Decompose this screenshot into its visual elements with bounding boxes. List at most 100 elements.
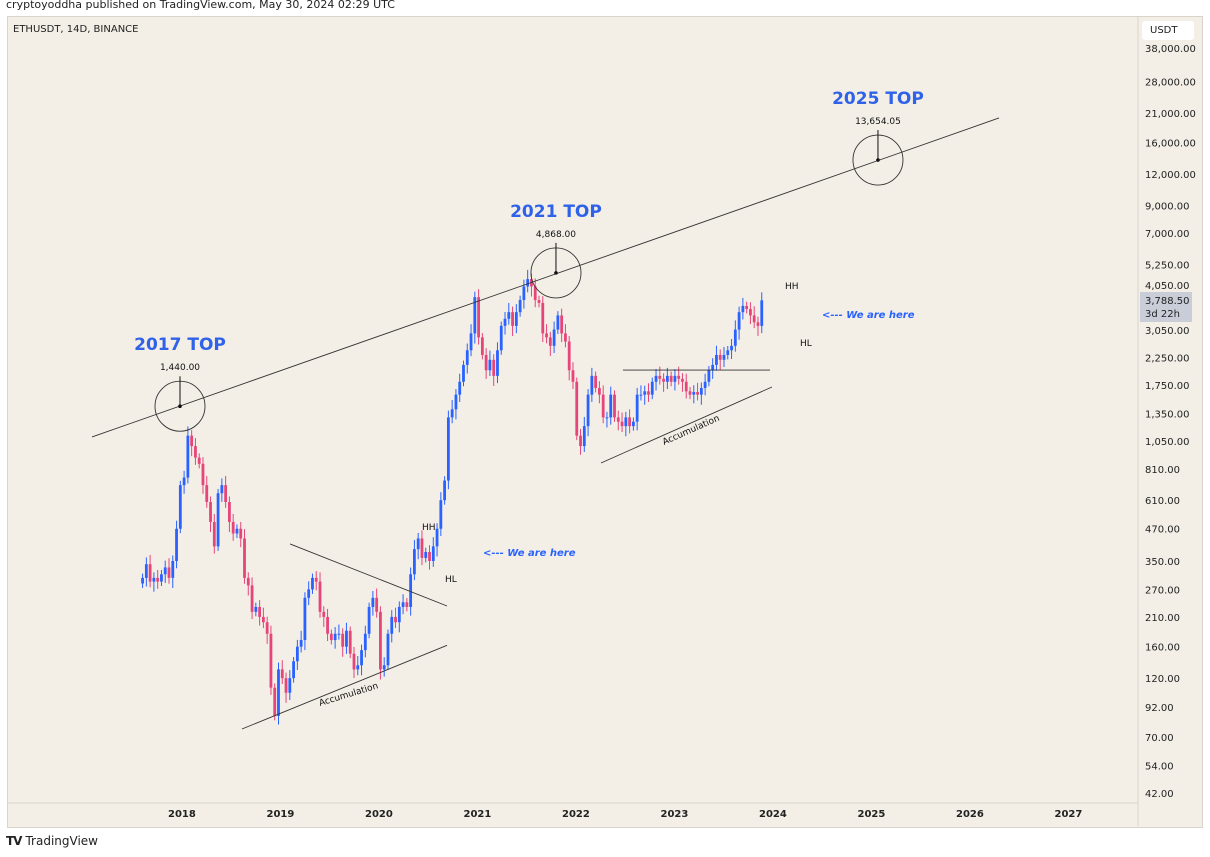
x-tick-label: 2026 <box>956 809 984 820</box>
candle-body <box>711 364 715 371</box>
symbol-info: ETHUSDT, 14D, BINANCE <box>13 24 139 35</box>
candle-body <box>284 678 288 693</box>
top-title-label: 2025 TOP <box>832 89 924 109</box>
candle-body <box>469 333 473 351</box>
candle-body <box>745 305 749 310</box>
candle-body <box>311 577 314 590</box>
currency-button[interactable]: USDT <box>1142 21 1194 40</box>
candle-body <box>258 606 262 617</box>
candle-body <box>314 577 318 582</box>
candle-body <box>647 391 650 395</box>
accumulation-2022-trendline[interactable] <box>600 386 773 464</box>
footer-brand-text: TradingView <box>25 834 98 848</box>
candle-body <box>662 378 665 382</box>
candle-body <box>477 297 480 338</box>
candle-body <box>575 381 579 436</box>
candle-body <box>375 597 379 612</box>
candle-body <box>703 381 707 389</box>
tops-line-trendline[interactable] <box>91 117 1000 438</box>
candle-body <box>616 417 620 422</box>
candle-body <box>579 435 582 447</box>
hl-label-2024: HL <box>800 339 812 349</box>
y-tick-label: 4,050.00 <box>1145 281 1190 292</box>
hl-label-2020: HL <box>445 575 457 585</box>
candle-body <box>594 375 598 389</box>
candle-body <box>564 333 567 342</box>
candle-body <box>499 325 503 351</box>
candle-body <box>363 633 367 651</box>
y-tick-label: 270.00 <box>1145 585 1180 596</box>
candle-body <box>628 417 632 427</box>
candle-body <box>548 337 552 346</box>
candle-body <box>696 391 699 395</box>
y-tick-label: 5,250.00 <box>1145 261 1190 272</box>
top-title-label: 2017 TOP <box>134 335 226 355</box>
candle-body <box>420 538 424 558</box>
candle-body <box>518 300 522 313</box>
candle-body <box>552 329 556 346</box>
candle-body <box>212 521 216 547</box>
candle-body <box>639 394 643 396</box>
candle-body <box>492 359 496 376</box>
candle-body <box>292 661 295 679</box>
candle-body <box>730 345 733 351</box>
candle-body <box>673 375 677 382</box>
candle-body <box>560 315 564 334</box>
candle-body <box>488 359 492 371</box>
we-are-here-2020: <--- We are here <box>483 548 576 559</box>
bar-countdown: 3d 22h <box>1145 309 1180 320</box>
candle-body <box>465 350 469 365</box>
candle-body <box>609 394 613 418</box>
candle-body <box>480 337 484 355</box>
top-value-label: 1,440.00 <box>160 363 200 373</box>
candle-body <box>243 538 246 578</box>
candle-body <box>326 616 329 634</box>
candle-body <box>507 312 511 319</box>
candle-body <box>733 329 737 346</box>
candle-body <box>144 564 148 578</box>
candle-body <box>541 302 545 334</box>
candle-body <box>367 606 371 634</box>
candle-body <box>186 435 190 478</box>
candle-body <box>190 435 194 447</box>
candle-body <box>382 665 386 670</box>
candle-body <box>386 633 390 666</box>
candle-body <box>522 286 526 300</box>
candle-body <box>503 318 507 326</box>
candle-body <box>586 394 590 427</box>
candle-body <box>620 421 624 427</box>
candle-body <box>715 354 718 365</box>
candle-body <box>635 394 639 422</box>
y-tick-label: 38,000.00 <box>1145 44 1196 55</box>
candle-body <box>356 665 360 670</box>
candle-body <box>261 616 265 623</box>
candle-body <box>458 381 462 395</box>
candle-body <box>269 633 273 688</box>
candle-body <box>605 417 609 419</box>
triangle-upper-trendline[interactable] <box>289 543 448 607</box>
y-tick-label: 120.00 <box>1145 674 1180 685</box>
candle-body <box>631 421 635 427</box>
candle-body <box>462 364 465 382</box>
y-tick-label: 2,250.00 <box>1145 353 1190 364</box>
y-tick-label: 21,000.00 <box>1145 109 1196 120</box>
candle-body <box>288 678 292 693</box>
candle-body <box>439 500 443 529</box>
x-tick-label: 2019 <box>267 809 295 820</box>
candle-body <box>277 669 280 716</box>
candle-body <box>756 322 760 326</box>
chart-area[interactable] <box>7 16 1203 828</box>
candle-body <box>567 341 571 371</box>
y-tick-label: 7,000.00 <box>1145 229 1190 240</box>
candle-body <box>435 528 439 547</box>
candle-body <box>220 485 224 494</box>
candle-body <box>197 457 201 464</box>
candle-body <box>401 602 405 607</box>
accumulation-2019-trendline[interactable] <box>241 644 448 730</box>
candle-body <box>254 606 258 612</box>
candle-body <box>250 585 254 612</box>
candle-body <box>273 687 277 716</box>
y-tick-label: 92.00 <box>1145 703 1174 714</box>
y-tick-label: 470.00 <box>1145 525 1180 536</box>
